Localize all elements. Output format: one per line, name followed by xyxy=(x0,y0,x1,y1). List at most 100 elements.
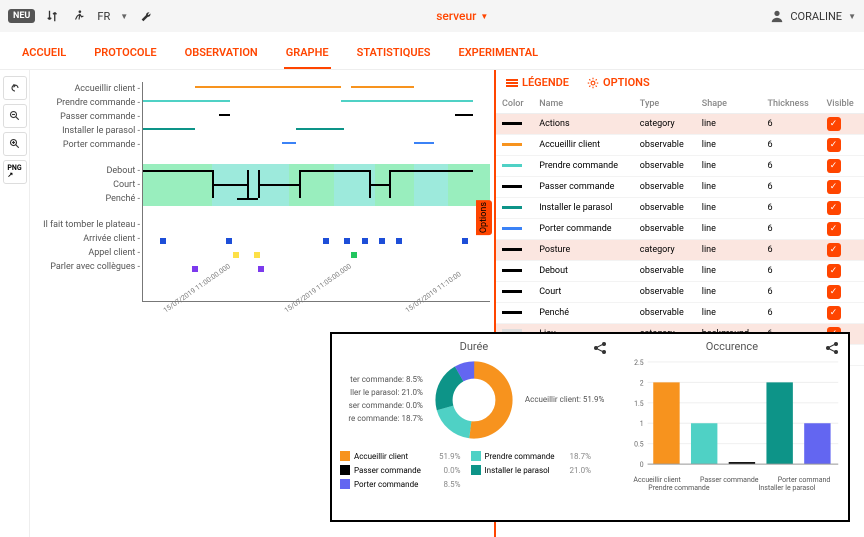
legend-row[interactable]: Actionscategoryline6✓ xyxy=(496,114,864,135)
logo-badge: NEU xyxy=(8,9,35,23)
event-marker xyxy=(462,238,468,244)
legend-cell: observable xyxy=(634,219,696,240)
legend-cell: Court xyxy=(533,282,634,303)
tab-observation[interactable]: OBSERVATION xyxy=(183,40,260,69)
wrench-icon[interactable] xyxy=(138,8,154,24)
legend-cell: 6 xyxy=(761,177,820,198)
legend-cell: 6 xyxy=(761,198,820,219)
legend-cell: line xyxy=(696,114,762,135)
share-icon[interactable] xyxy=(592,340,608,356)
duree-legend-item: Installer le parasol21.0% xyxy=(471,465,592,475)
ylabel: Court - xyxy=(30,178,140,192)
legend-header: Type xyxy=(634,95,696,114)
legend-cell: 6 xyxy=(761,114,820,135)
visible-checkbox[interactable]: ✓ xyxy=(827,306,841,320)
ylabel: Prendre commande - xyxy=(30,96,140,110)
ylabel: Arrivée client - xyxy=(30,232,140,246)
ylabel: Appel client - xyxy=(30,246,140,260)
visible-checkbox[interactable]: ✓ xyxy=(827,138,841,152)
timeline-segment xyxy=(258,184,300,186)
timeline-segment xyxy=(282,142,296,144)
tab-statistiques[interactable]: STATISTIQUES xyxy=(355,40,433,69)
color-swatch xyxy=(502,227,522,230)
svg-text:1.5: 1.5 xyxy=(634,400,644,408)
legend-row[interactable]: Deboutobservableline6✓ xyxy=(496,261,864,282)
chevron-down-icon: ▼ xyxy=(120,12,128,21)
visible-checkbox[interactable]: ✓ xyxy=(827,201,841,215)
tab-options[interactable]: OPTIONS xyxy=(587,76,650,89)
share-icon[interactable] xyxy=(824,340,840,356)
zoom-in-button[interactable] xyxy=(3,132,27,156)
event-marker xyxy=(254,252,260,258)
legend-row[interactable]: Passer commandeobservableline6✓ xyxy=(496,177,864,198)
legend-header: Name xyxy=(533,95,634,114)
legend-cell: Passer commande xyxy=(533,177,634,198)
person-run-icon[interactable] xyxy=(71,8,87,24)
options-handle[interactable]: Options xyxy=(476,200,492,235)
user-icon xyxy=(770,9,784,23)
user-menu[interactable]: CORALINE ▼ xyxy=(770,9,856,23)
export-png-button[interactable]: PNG↗ xyxy=(3,160,27,184)
tab-legende[interactable]: LÉGENDE xyxy=(506,76,569,89)
timeline-plot[interactable] xyxy=(142,82,490,302)
legend-row[interactable]: Accueillir clientobservableline6✓ xyxy=(496,135,864,156)
duree-section: Durée ter commande: 8.5%ller le parasol:… xyxy=(332,334,616,520)
visible-checkbox[interactable]: ✓ xyxy=(827,285,841,299)
tab-legende-label: LÉGENDE xyxy=(522,76,569,89)
legend-cell: Debout xyxy=(533,261,634,282)
legend-cell: line xyxy=(696,240,762,261)
topbar: NEU FR ▼ serveur ▼ CORALINE ▼ xyxy=(0,0,864,32)
color-swatch xyxy=(502,122,522,125)
nav-tabs: ACCUEIL PROTOCOLE OBSERVATION GRAPHE STATIST… xyxy=(0,32,864,70)
event-marker xyxy=(258,266,264,272)
ylabel: Porter commande - xyxy=(30,138,140,152)
tab-experimental[interactable]: EXPERIMENTAL xyxy=(457,40,541,69)
visible-checkbox[interactable]: ✓ xyxy=(827,180,841,194)
tab-accueil[interactable]: ACCUEIL xyxy=(20,40,68,69)
occurence-chart[interactable]: 00.511.522.5 xyxy=(624,355,840,475)
tab-graphe[interactable]: GRAPHE xyxy=(284,40,331,69)
legend-cell: observable xyxy=(634,177,696,198)
project-selector[interactable]: serveur ▼ xyxy=(436,9,488,23)
event-marker xyxy=(160,238,166,244)
legend-row[interactable]: Prendre commandeobservableline6✓ xyxy=(496,156,864,177)
legend-row[interactable]: Porter commandeobservableline6✓ xyxy=(496,219,864,240)
sort-icon[interactable] xyxy=(45,8,61,24)
side-toolbar: PNG↗ xyxy=(0,70,30,537)
legend-row[interactable]: Courtobservableline6✓ xyxy=(496,282,864,303)
svg-text:0: 0 xyxy=(640,461,644,469)
timeline-segment xyxy=(195,86,341,88)
legend-row[interactable]: Posturecategoryline6✓ xyxy=(496,240,864,261)
duree-legend-item: Passer commande0.0% xyxy=(340,465,461,475)
visible-checkbox[interactable]: ✓ xyxy=(827,222,841,236)
undo-button[interactable] xyxy=(3,76,27,100)
timeline-segment xyxy=(143,128,195,130)
tab-protocole[interactable]: PROTOCOLE xyxy=(92,40,158,69)
legend-header: Visible xyxy=(821,95,864,114)
ylabel: Installer le parasol - xyxy=(30,124,140,138)
donut-chart[interactable] xyxy=(429,355,519,445)
zoom-out-button[interactable] xyxy=(3,104,27,128)
legend-cell: line xyxy=(696,303,762,324)
legend-cell: 6 xyxy=(761,303,820,324)
event-marker xyxy=(362,238,368,244)
ylabel: Penché - xyxy=(30,192,140,206)
occurence-title: Occurence xyxy=(624,340,840,353)
legend-row[interactable]: Penchéobservableline6✓ xyxy=(496,303,864,324)
visible-checkbox[interactable]: ✓ xyxy=(827,159,841,173)
color-swatch xyxy=(502,248,522,251)
legend-row[interactable]: Installer le parasolobservableline6✓ xyxy=(496,198,864,219)
lang-selector[interactable]: FR xyxy=(97,10,110,23)
visible-checkbox[interactable]: ✓ xyxy=(827,243,841,257)
legend-cell: 6 xyxy=(761,240,820,261)
visible-checkbox[interactable]: ✓ xyxy=(827,264,841,278)
panel-tabs: LÉGENDE OPTIONS xyxy=(496,70,864,95)
bar-xlabels-row2: Prendre commandeInstaller le parasol xyxy=(624,484,840,492)
donut-legend: Accueillir client51.9%Prendre commande18… xyxy=(340,451,608,489)
floating-charts-card: Durée ter commande: 8.5%ller le parasol:… xyxy=(330,332,850,522)
legend-cell: category xyxy=(634,240,696,261)
event-marker xyxy=(233,252,239,258)
ylabel: Parler avec collègues - xyxy=(30,260,140,274)
visible-checkbox[interactable]: ✓ xyxy=(827,117,841,131)
event-marker xyxy=(226,238,232,244)
